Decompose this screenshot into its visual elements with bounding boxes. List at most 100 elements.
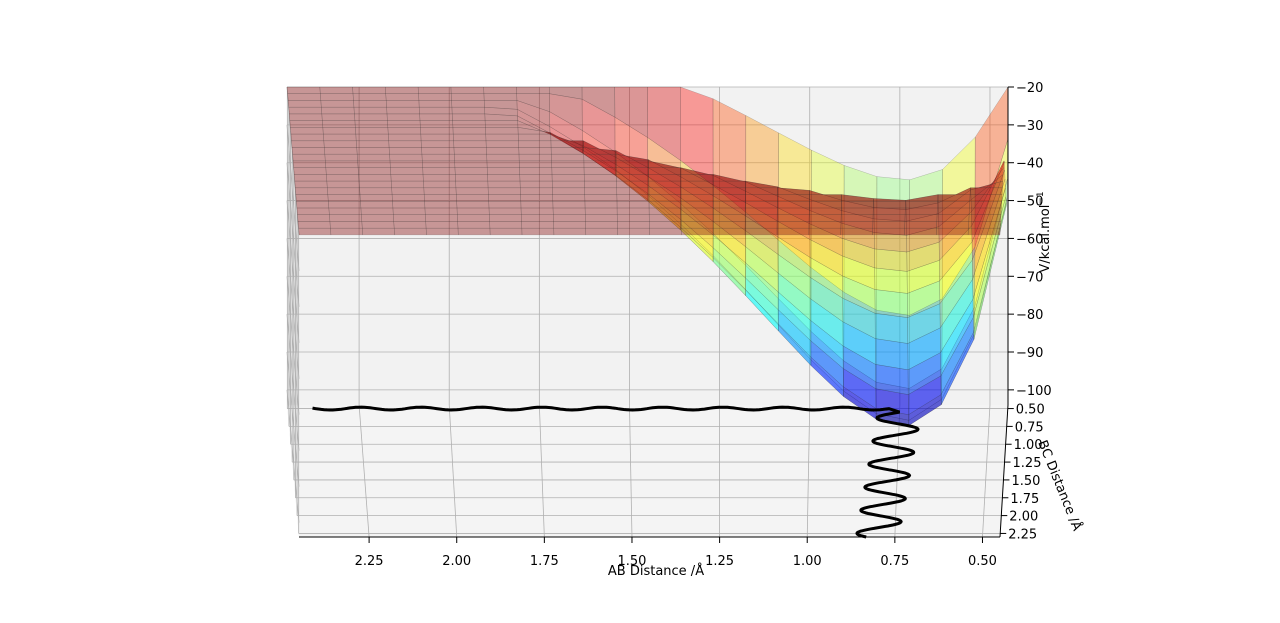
surface-patch: [422, 160, 456, 168]
surface-patch: [487, 180, 521, 188]
surface-patch: [451, 100, 485, 108]
surface-patch: [330, 228, 363, 236]
surface-patch: [680, 194, 714, 202]
surface-patch: [361, 221, 395, 229]
surface-patch: [487, 167, 520, 175]
surface-patch: [388, 140, 422, 148]
surface-patch: [519, 167, 553, 175]
surface-patch: [874, 289, 908, 318]
surface-patch: [287, 100, 322, 108]
surface-patch: [551, 160, 585, 168]
surface-patch: [584, 174, 617, 182]
surface-patch: [355, 127, 389, 135]
surface-patch: [356, 147, 390, 155]
surface-patch: [616, 187, 650, 195]
surface-patch: [713, 194, 746, 202]
surface-patch: [392, 207, 426, 215]
z-tick-label: −100: [1016, 384, 1052, 399]
surface-patch: [483, 93, 518, 101]
axis-panes: [287, 87, 1008, 537]
surface-patch: [418, 93, 452, 101]
surface-patch: [485, 133, 519, 141]
surface-patch: [648, 194, 682, 202]
surface-patch: [584, 207, 618, 215]
surface-patch: [393, 214, 426, 222]
surface-patch: [386, 100, 420, 108]
surface-patch: [681, 221, 714, 229]
surface-patch: [286, 86, 321, 94]
surface-patch: [326, 180, 360, 188]
surface-patch: [422, 167, 456, 175]
surface-patch: [328, 201, 362, 209]
surface-patch: [425, 228, 459, 236]
surface-patch: [617, 214, 650, 222]
surface-patch: [354, 113, 388, 121]
surface-patch: [713, 187, 746, 195]
surface-patch: [321, 113, 356, 121]
surface-patch: [387, 120, 421, 128]
surface-patch: [454, 154, 488, 162]
surface-patch: [649, 228, 682, 236]
surface-patch: [872, 207, 906, 215]
surface-patch: [353, 107, 388, 115]
surface-patch: [518, 133, 552, 141]
surface-patch: [385, 93, 420, 101]
z-tick-label: −90: [1016, 346, 1043, 361]
surface-patch: [649, 221, 682, 229]
surface-patch: [874, 248, 908, 272]
surface-patch: [616, 174, 649, 182]
surface-patch: [584, 180, 617, 188]
surface-patch: [967, 228, 1001, 236]
surface-patch: [359, 187, 393, 195]
surface-patch: [456, 207, 490, 215]
surface-patch: [450, 86, 485, 94]
surface-patch: [969, 194, 1003, 202]
surface-patch: [296, 207, 330, 215]
surface-patch: [453, 133, 487, 141]
surface-patch: [552, 187, 585, 195]
surface-patch: [360, 207, 394, 215]
surface-patch: [551, 167, 585, 175]
surface-patch: [744, 228, 778, 236]
grid-line: [286, 314, 300, 451]
surface-patch: [357, 154, 391, 162]
x-tick-label: 1.50: [617, 554, 646, 569]
surface-patch: [744, 221, 778, 229]
surface-patch: [745, 194, 778, 202]
surface-patch: [713, 214, 746, 222]
surface-patch: [874, 313, 908, 344]
surface-patch: [875, 338, 909, 370]
surface-patch: [390, 167, 424, 175]
surface-patch: [362, 228, 395, 236]
surface-patch: [713, 207, 746, 215]
floor-pane: [287, 405, 1008, 537]
surface-patch: [873, 201, 906, 209]
surface-patch: [520, 201, 554, 209]
surface-patch: [391, 194, 425, 202]
surface-patch: [357, 167, 391, 175]
surface-patch: [389, 154, 423, 162]
x-tick-label: 1.25: [705, 554, 734, 569]
surface-patch: [521, 228, 555, 236]
grid-line: [286, 351, 300, 487]
surface-patch: [713, 180, 746, 188]
surface-patch: [936, 221, 969, 229]
surface-patch: [328, 207, 362, 215]
z-axis-label-text: V/kcal.mol: [1038, 205, 1053, 273]
surface-patch: [648, 180, 682, 188]
surface-patch: [616, 160, 649, 168]
surface-patch: [457, 214, 490, 222]
surface-patch: [290, 127, 324, 135]
surface-patch: [488, 201, 522, 209]
x-axis-label: AB Distance /Å: [608, 563, 704, 579]
surface-patch: [969, 187, 1003, 195]
surface-patch: [454, 167, 488, 175]
y-tick-label: 1.50: [1011, 474, 1040, 489]
surface-patch: [352, 93, 387, 101]
surface-patch: [745, 214, 778, 222]
surface-patch: [553, 221, 586, 229]
surface-patch: [454, 160, 488, 168]
surface-patch: [617, 228, 650, 236]
surface-patch: [456, 194, 489, 202]
surface-patch: [680, 174, 714, 182]
